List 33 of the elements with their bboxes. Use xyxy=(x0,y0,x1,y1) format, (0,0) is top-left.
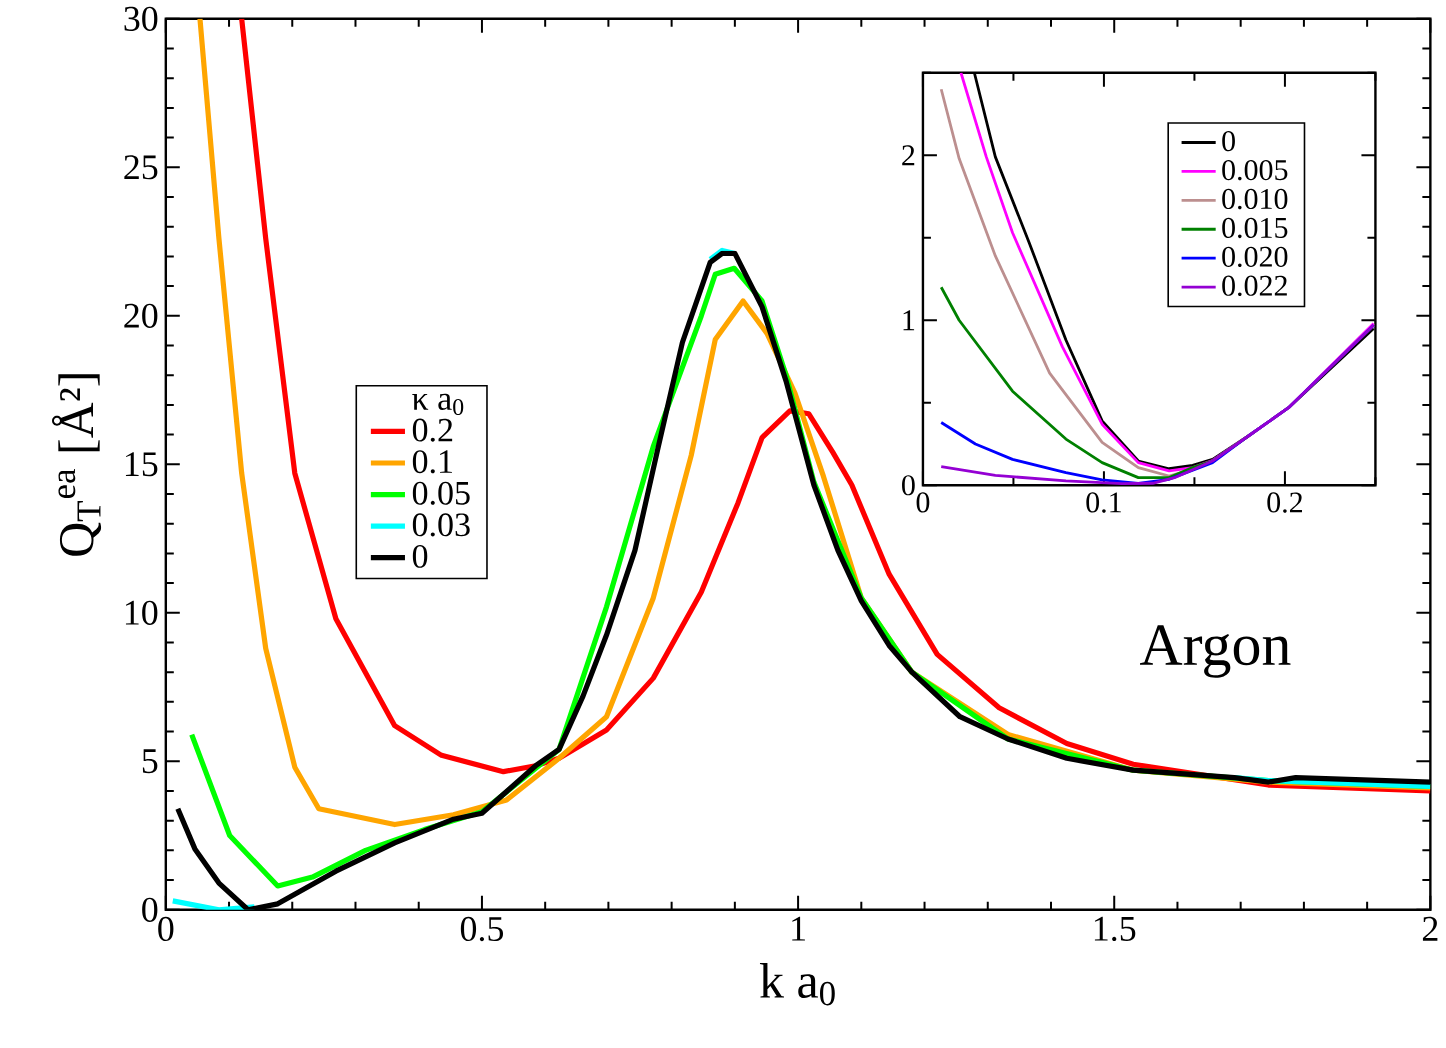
y-tick-label: 25 xyxy=(124,155,158,180)
y-tick-label: 30 xyxy=(124,6,158,32)
legend-title: κ a$_{0}$ xyxy=(412,393,464,416)
legend-label: 0.05 xyxy=(412,481,470,506)
legend-label: 0 xyxy=(1222,131,1235,152)
y-tick-label: 15 xyxy=(125,452,158,477)
x-tick-label: 0.1 xyxy=(1086,492,1121,513)
y-tick-label: 5 xyxy=(142,749,158,774)
legend-label: 0.010 xyxy=(1222,189,1288,210)
x-tick-label: 0.5 xyxy=(460,917,504,942)
x-tick-label: 2 xyxy=(1422,917,1438,941)
y-tick-label: 10 xyxy=(125,600,158,626)
y-axis-title: Q$_{T}$$^{ea}$ [Å²] xyxy=(52,374,102,557)
legend-label: 0.2 xyxy=(412,418,453,442)
x-tick-label: 1 xyxy=(792,917,805,941)
x-tick-label: 0 xyxy=(158,917,174,942)
legend-label: 0.005 xyxy=(1222,160,1288,181)
legend-label: 0.020 xyxy=(1222,246,1288,268)
legend-label: 0 xyxy=(412,545,428,569)
legend-label: 0.1 xyxy=(412,450,452,474)
y-tick-label: 0 xyxy=(902,475,915,496)
y-tick-label: 20 xyxy=(124,303,158,329)
x-tick-label: 1.5 xyxy=(1094,917,1136,942)
x-axis-title: k a$_{0}$ xyxy=(759,963,835,1006)
x-tick-label: 0.2 xyxy=(1267,492,1302,513)
y-tick-label: 0 xyxy=(142,897,158,923)
x-tick-label: 0 xyxy=(916,492,930,513)
y-tick-label: 1 xyxy=(903,310,915,331)
legend-label: 0.022 xyxy=(1222,275,1287,297)
y-tick-label: 2 xyxy=(902,145,915,166)
legend-label: 0.015 xyxy=(1222,217,1288,239)
legend-label: 0.03 xyxy=(412,513,470,537)
annotation: Argon xyxy=(1139,625,1291,678)
